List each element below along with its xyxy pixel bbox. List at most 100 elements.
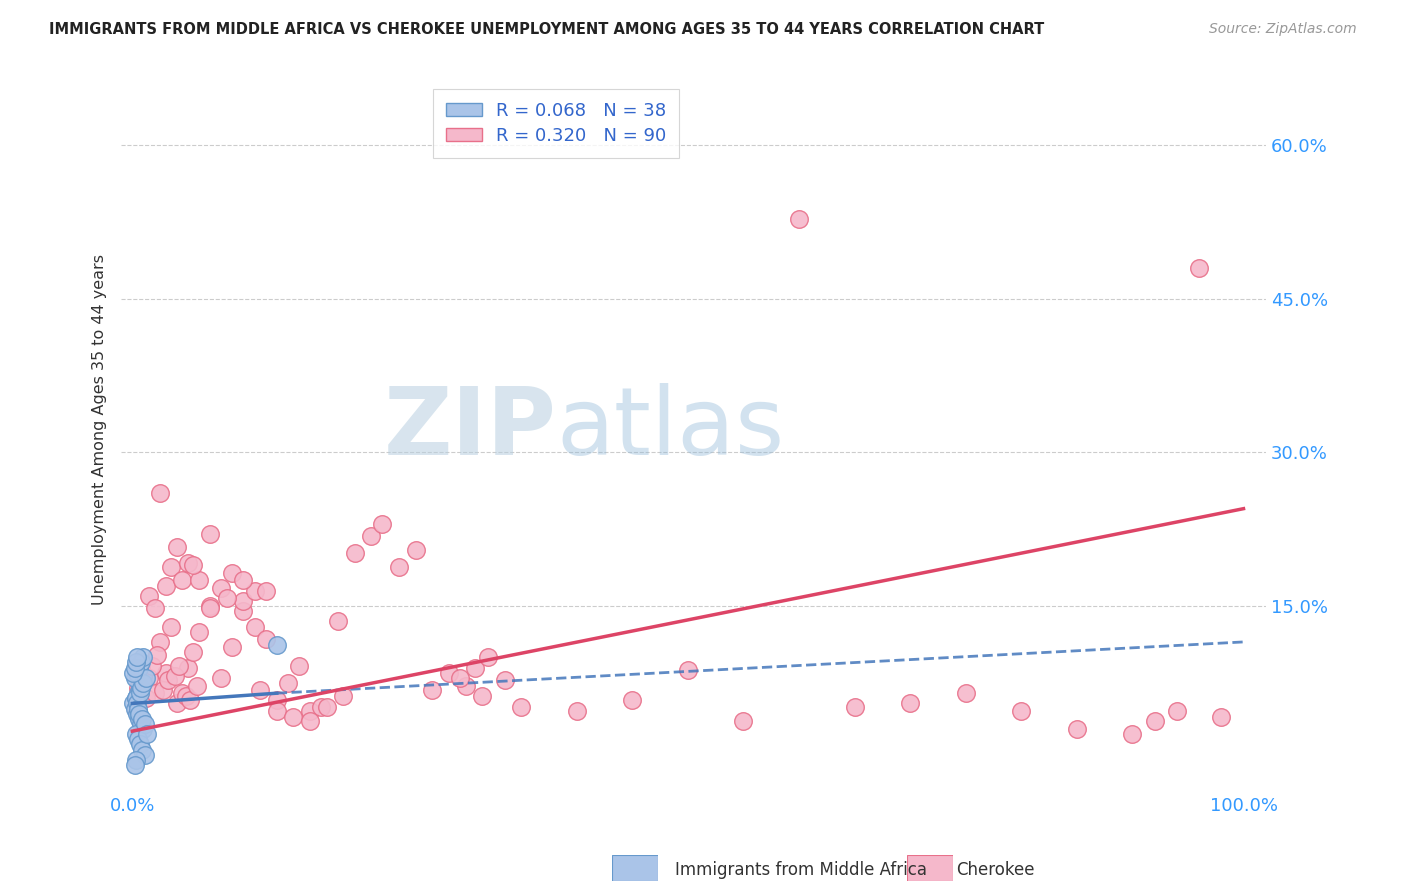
Point (172, 574, 194, 588)
Point (124, 671, 146, 685)
Text: Immigrants from Middle Africa: Immigrants from Middle Africa (675, 861, 927, 879)
Point (1121, 727, 1143, 741)
Point (494, 673, 516, 687)
Point (343, 546, 366, 560)
Point (676, 663, 699, 677)
Text: Cherokee: Cherokee (956, 861, 1035, 879)
Point (232, 574, 254, 588)
Point (124, 753, 146, 767)
Point (155, 578, 177, 592)
Point (198, 527, 221, 541)
Point (129, 686, 152, 700)
Point (132, 669, 155, 683)
Point (132, 676, 155, 690)
Point (221, 640, 243, 654)
Point (143, 601, 166, 615)
Point (129, 681, 152, 695)
Point (177, 660, 200, 674)
Point (332, 690, 354, 704)
Point (160, 560, 183, 574)
Point (129, 681, 152, 695)
Point (127, 732, 149, 747)
Point (221, 566, 243, 581)
Point (146, 648, 169, 663)
Point (172, 686, 194, 700)
Point (249, 683, 271, 698)
Point (183, 645, 205, 659)
Point (565, 704, 588, 718)
Point (471, 690, 494, 704)
Point (277, 676, 299, 690)
Point (167, 658, 190, 673)
Point (898, 697, 921, 711)
Point (128, 706, 150, 721)
Point (510, 699, 533, 714)
Point (266, 693, 288, 707)
Point (128, 660, 150, 674)
Point (131, 676, 153, 690)
Point (124, 691, 146, 706)
Point (138, 589, 160, 603)
Point (152, 683, 174, 698)
Point (135, 671, 157, 685)
Point (124, 701, 146, 715)
Point (449, 671, 471, 685)
Point (124, 656, 146, 670)
Point (127, 681, 149, 695)
Point (422, 683, 444, 698)
Point (388, 560, 411, 574)
Point (198, 601, 221, 615)
Point (160, 619, 183, 633)
Point (135, 727, 157, 741)
Point (124, 727, 146, 741)
Text: IMMIGRANTS FROM MIDDLE AFRICA VS CHEROKEE UNEMPLOYMENT AMONG AGES 35 TO 44 YEARS: IMMIGRANTS FROM MIDDLE AFRICA VS CHEROKE… (49, 22, 1045, 37)
Point (188, 574, 211, 588)
Point (1211, 710, 1233, 724)
Point (163, 669, 186, 683)
Point (266, 704, 288, 718)
Point (128, 712, 150, 726)
Point (437, 665, 460, 680)
Point (127, 686, 149, 700)
Point (149, 486, 172, 500)
Point (124, 691, 146, 706)
Text: ZIP: ZIP (384, 384, 557, 475)
Point (209, 581, 232, 595)
Point (621, 693, 644, 707)
Point (1188, 260, 1211, 275)
Point (129, 738, 152, 752)
Point (125, 706, 148, 721)
Point (209, 671, 232, 685)
Point (135, 691, 157, 706)
Point (156, 673, 179, 687)
Point (1166, 704, 1188, 718)
Point (405, 542, 427, 557)
Point (243, 583, 266, 598)
Point (125, 650, 148, 665)
Point (309, 699, 332, 714)
Point (125, 665, 148, 680)
Point (127, 701, 149, 715)
Point (299, 704, 322, 718)
Point (131, 742, 153, 756)
Point (124, 758, 146, 772)
Point (215, 591, 238, 605)
Point (1010, 704, 1032, 718)
Point (124, 701, 146, 715)
Point (177, 556, 200, 570)
Point (188, 624, 211, 639)
Point (155, 665, 177, 680)
Point (166, 697, 188, 711)
Point (129, 656, 152, 670)
Point (129, 660, 152, 674)
Point (143, 686, 166, 700)
Point (122, 697, 145, 711)
Point (132, 722, 155, 736)
Point (132, 650, 155, 665)
Point (733, 714, 755, 728)
Legend: R = 0.068   N = 38, R = 0.320   N = 90: R = 0.068 N = 38, R = 0.320 N = 90 (433, 89, 679, 158)
Point (138, 671, 160, 685)
Point (1066, 722, 1088, 736)
Point (124, 660, 146, 674)
Point (179, 693, 201, 707)
